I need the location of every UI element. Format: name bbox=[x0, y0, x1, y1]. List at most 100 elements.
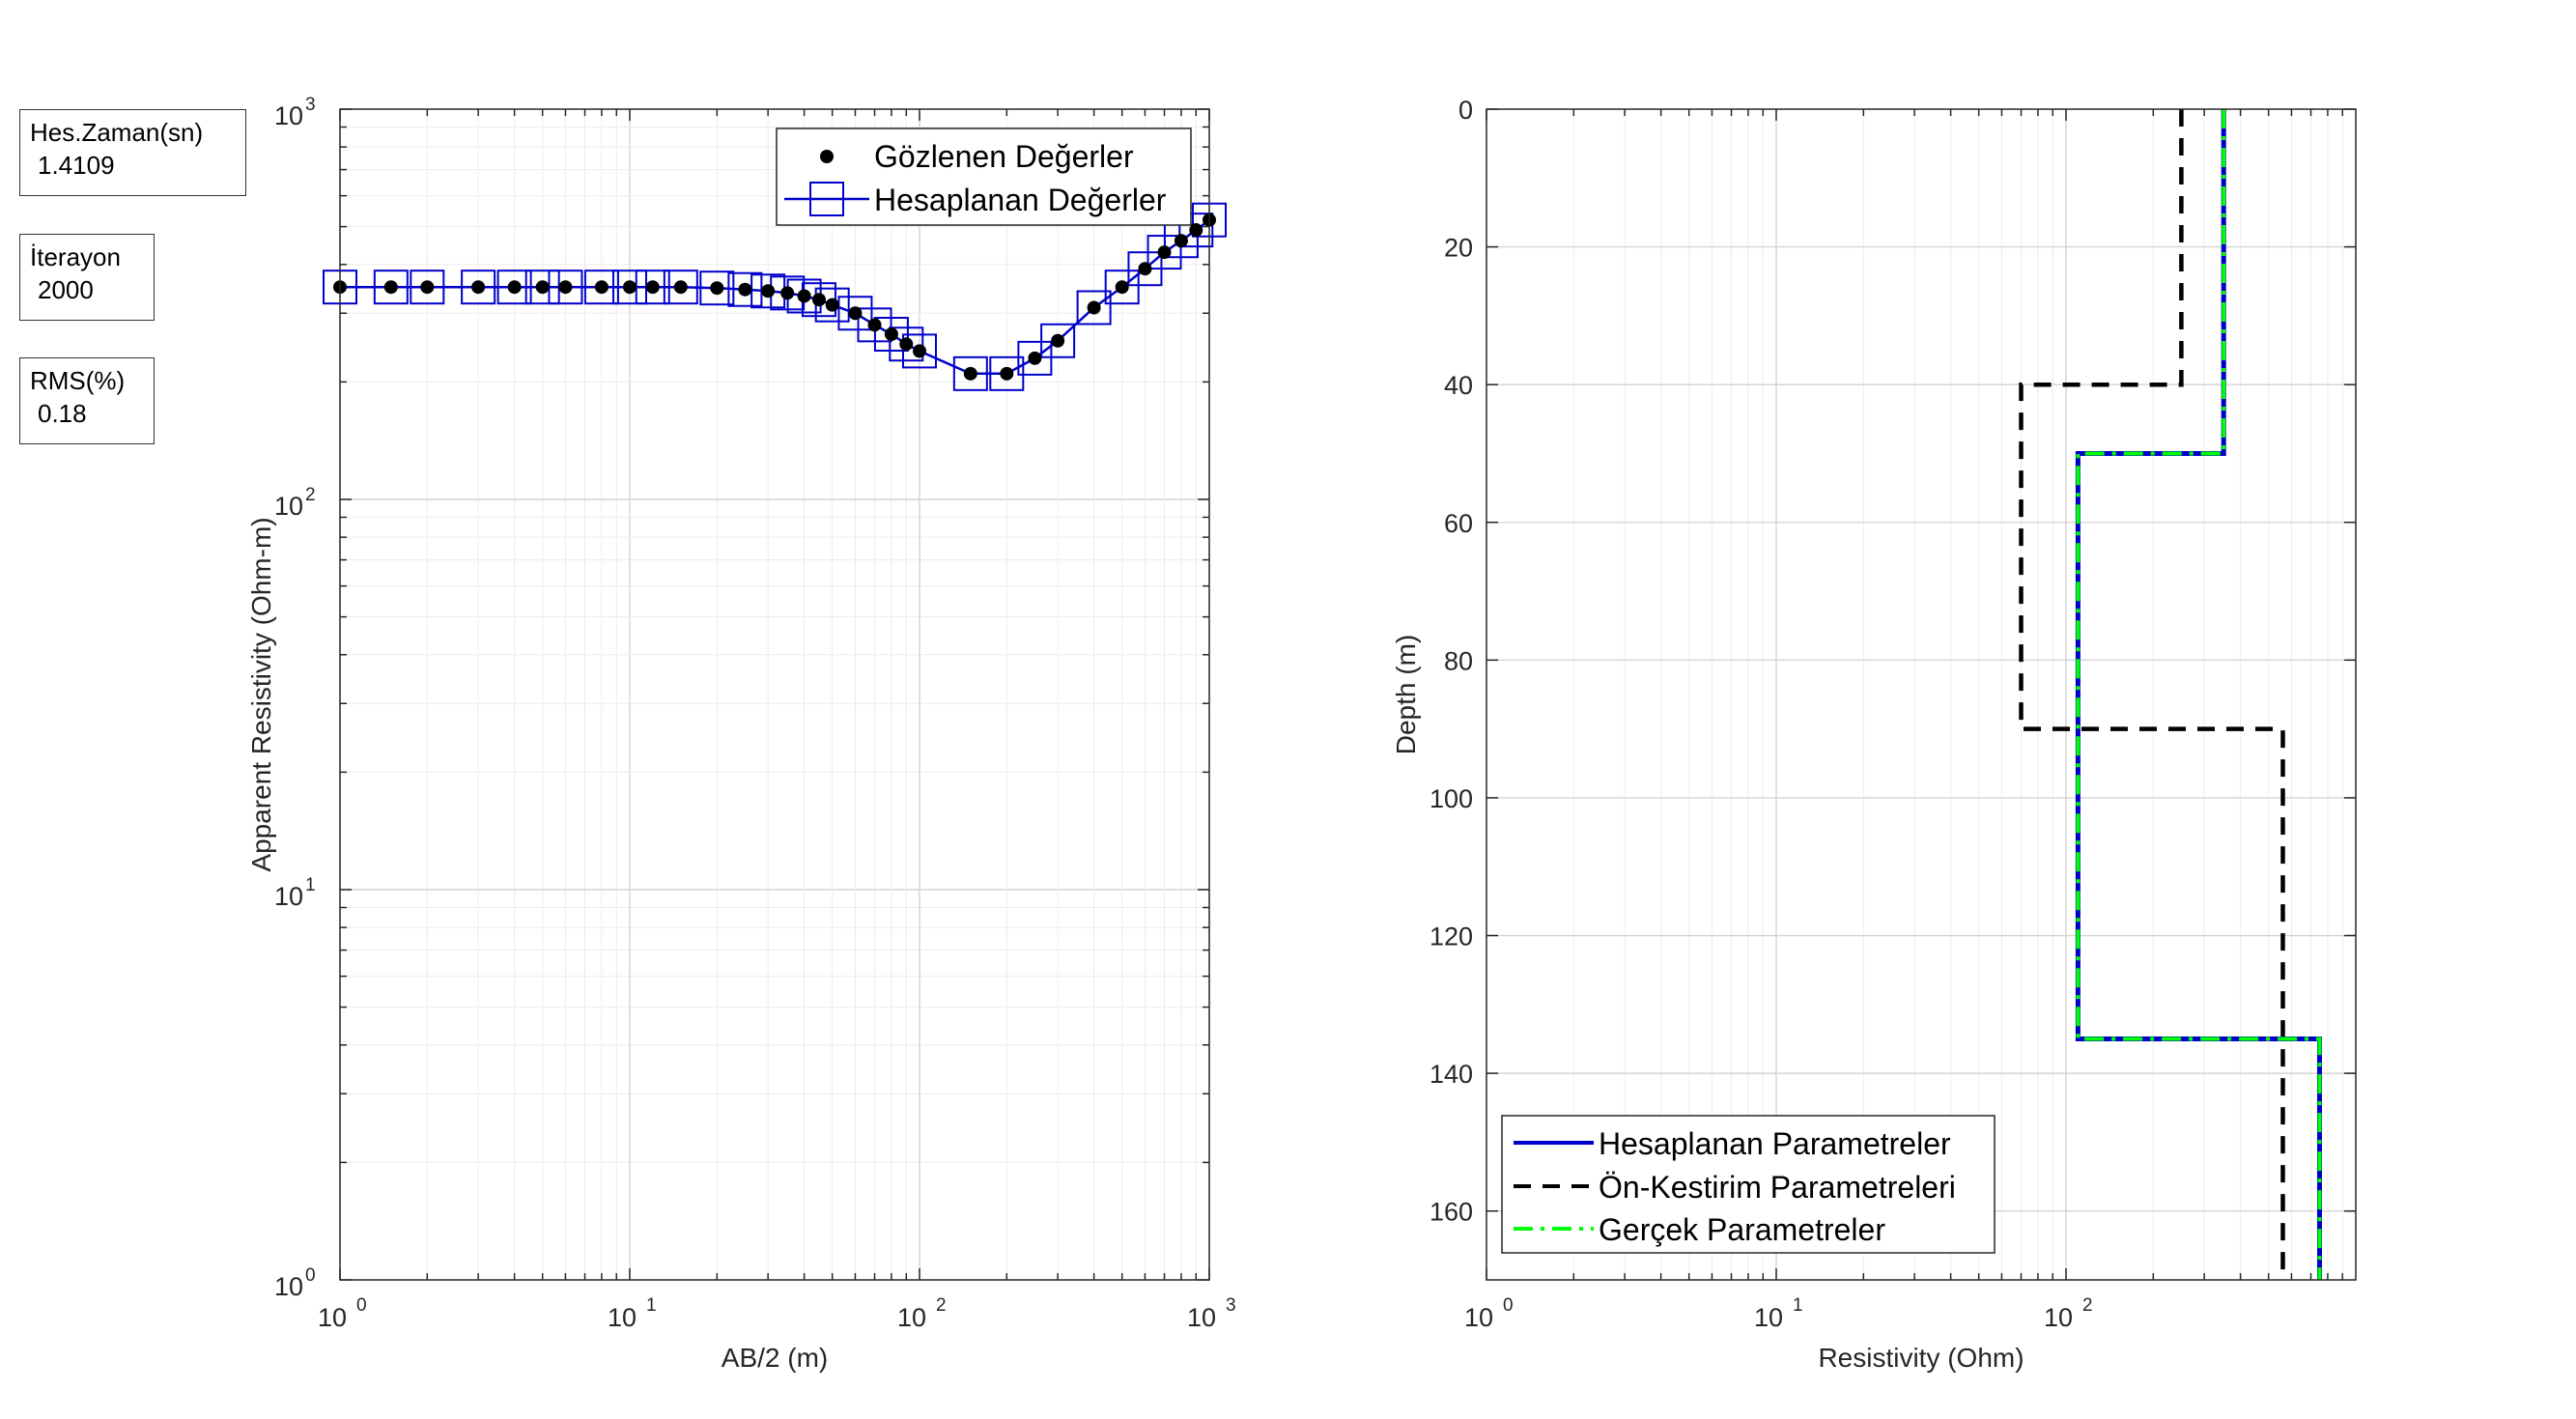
observed-point bbox=[594, 280, 609, 295]
observed-point bbox=[761, 284, 776, 298]
chart2-y-tick-label: 60 bbox=[1444, 509, 1473, 538]
chart2-y-tick-label: 40 bbox=[1444, 371, 1473, 400]
calculated-point-marker bbox=[461, 270, 496, 305]
observed-point bbox=[471, 280, 486, 295]
chart2-y-axis-label: Depth (m) bbox=[1391, 635, 1421, 754]
chart1-y-tick-label: 10 bbox=[274, 101, 303, 130]
observed-point bbox=[383, 280, 398, 295]
chart1-series bbox=[323, 202, 1227, 391]
info-box-iteration-value: 2000 bbox=[38, 275, 94, 304]
chart1-y-tick-label: 10 bbox=[274, 492, 303, 521]
calculated-point-marker bbox=[889, 326, 924, 362]
chart2-grid bbox=[1486, 109, 2356, 1280]
calculated-point-marker bbox=[699, 270, 735, 306]
chart2-x-axis-label: Resistivity (Ohm) bbox=[1818, 1343, 2024, 1373]
legend-calculated-label: Hesaplanan Değerler bbox=[874, 183, 1167, 217]
info-box-time-value: 1.4109 bbox=[38, 151, 115, 180]
calculated-point-marker bbox=[1076, 290, 1112, 326]
calculated-series-line bbox=[340, 218, 1210, 376]
chart2-x-tick-label: 10 bbox=[1464, 1303, 1493, 1332]
observed-point bbox=[1115, 280, 1129, 295]
observed-point bbox=[811, 293, 826, 307]
observed-point bbox=[1189, 223, 1203, 238]
observed-point bbox=[899, 337, 914, 352]
calculated-parameters-line bbox=[2075, 109, 2322, 1280]
chart1-x-tick-exponent: 2 bbox=[936, 1295, 947, 1316]
chart2-series bbox=[2019, 109, 2322, 1280]
legend-observed-label: Gözlenen Değerler bbox=[874, 139, 1134, 174]
info-box-rms-label: RMS(%) bbox=[30, 366, 126, 395]
chart1-y-tick-exponent: 0 bbox=[305, 1265, 316, 1286]
observed-point bbox=[1157, 245, 1172, 260]
observed-point bbox=[825, 298, 839, 312]
observed-point bbox=[535, 280, 550, 295]
observed-point bbox=[1028, 351, 1042, 365]
info-box-rms: RMS(%) 0.18 bbox=[19, 357, 155, 444]
chart1-x-tick-label: 10 bbox=[1187, 1303, 1216, 1332]
chart1-x-tick-label: 10 bbox=[897, 1303, 926, 1332]
legend-hesaplanan-label: Hesaplanan Parametreler bbox=[1599, 1126, 1951, 1161]
chart1-x-tick-exponent: 1 bbox=[646, 1295, 657, 1316]
chart1-y-axis-label: Apparent Resistivity (Ohm-m) bbox=[246, 517, 276, 871]
chart2-y-tick-label: 80 bbox=[1444, 646, 1473, 675]
calculated-point-marker bbox=[373, 270, 409, 305]
chart2-y-tick-label: 20 bbox=[1444, 234, 1473, 263]
observed-point bbox=[913, 344, 926, 358]
observed-point bbox=[710, 281, 724, 296]
legend-on-kestirim-label: Ön-Kestirim Parametreleri bbox=[1599, 1170, 1956, 1205]
chart1-legend-box bbox=[776, 128, 1192, 226]
calculated-point-marker bbox=[410, 270, 445, 305]
chart2-y-tick-label: 160 bbox=[1430, 1198, 1473, 1227]
chart2-y-tick-label: 140 bbox=[1430, 1060, 1473, 1089]
observed-point bbox=[797, 289, 811, 303]
observed-point bbox=[1000, 366, 1014, 381]
info-box-time: Hes.Zaman(sn) 1.4109 bbox=[19, 109, 246, 196]
info-box-rms-value: 0.18 bbox=[38, 399, 87, 428]
chart2-x-tick-label: 10 bbox=[1754, 1303, 1783, 1332]
chart2-plot-frame bbox=[1486, 108, 2357, 1281]
info-box-time-label: Hes.Zaman(sn) bbox=[30, 118, 204, 147]
chart2-x-tick-label: 10 bbox=[2044, 1303, 2073, 1332]
chart1-plot-frame bbox=[339, 108, 1210, 1281]
observed-point bbox=[963, 366, 977, 381]
chart1-y-tick-exponent: 1 bbox=[305, 875, 316, 895]
chart1-x-tick-label: 10 bbox=[318, 1303, 347, 1332]
apparent-resistivity-chart: 10 0 10 1 10 2 10 310 010 110 210 3 AB/2 (m) Appare… bbox=[246, 95, 1236, 1373]
chart1-legend: Gözlenen Değerler Hesaplanan Değerler bbox=[776, 128, 1192, 226]
chart2-y-tick-label: 0 bbox=[1458, 96, 1473, 125]
chart2-x-tick-exponent: 0 bbox=[1503, 1295, 1514, 1316]
calculated-point-marker bbox=[583, 270, 619, 305]
calculated-point-marker bbox=[496, 270, 532, 305]
observed-point bbox=[1087, 300, 1101, 315]
chart2-x-tick-exponent: 1 bbox=[1793, 1295, 1803, 1316]
chart1-x-tick-label: 10 bbox=[608, 1303, 637, 1332]
chart2-y-tick-label: 120 bbox=[1430, 922, 1473, 951]
calculated-point-marker bbox=[1040, 323, 1076, 358]
calculated-point-marker bbox=[837, 296, 873, 331]
chart1-grid bbox=[340, 109, 1209, 1280]
chart1-y-tick-exponent: 3 bbox=[305, 95, 316, 115]
chart1-x-tick-exponent: 0 bbox=[356, 1295, 367, 1316]
observed-point bbox=[1138, 262, 1152, 276]
chart2-y-tick-label: 100 bbox=[1430, 784, 1473, 813]
calculated-point-marker bbox=[1104, 270, 1140, 305]
observed-point bbox=[884, 327, 898, 342]
info-box-iteration-label: İterayon bbox=[30, 242, 121, 271]
observed-point bbox=[848, 306, 863, 321]
observed-point bbox=[645, 280, 660, 295]
chart1-y-tick-label: 10 bbox=[274, 882, 303, 911]
chart2-x-tick-exponent: 2 bbox=[2082, 1295, 2093, 1316]
observed-point bbox=[1051, 333, 1065, 348]
calculated-point-marker bbox=[952, 355, 988, 391]
chart1-x-axis-label: AB/2 (m) bbox=[722, 1343, 828, 1373]
observed-point bbox=[558, 280, 573, 295]
observed-point bbox=[867, 318, 882, 332]
chart2-legend: Hesaplanan Parametreler Ön-Kestirim Para… bbox=[1501, 1115, 1996, 1254]
chart1-y-tick-exponent: 2 bbox=[305, 485, 316, 505]
calculated-point-marker bbox=[663, 270, 698, 305]
observed-point bbox=[780, 286, 795, 300]
observed-point bbox=[420, 280, 435, 295]
